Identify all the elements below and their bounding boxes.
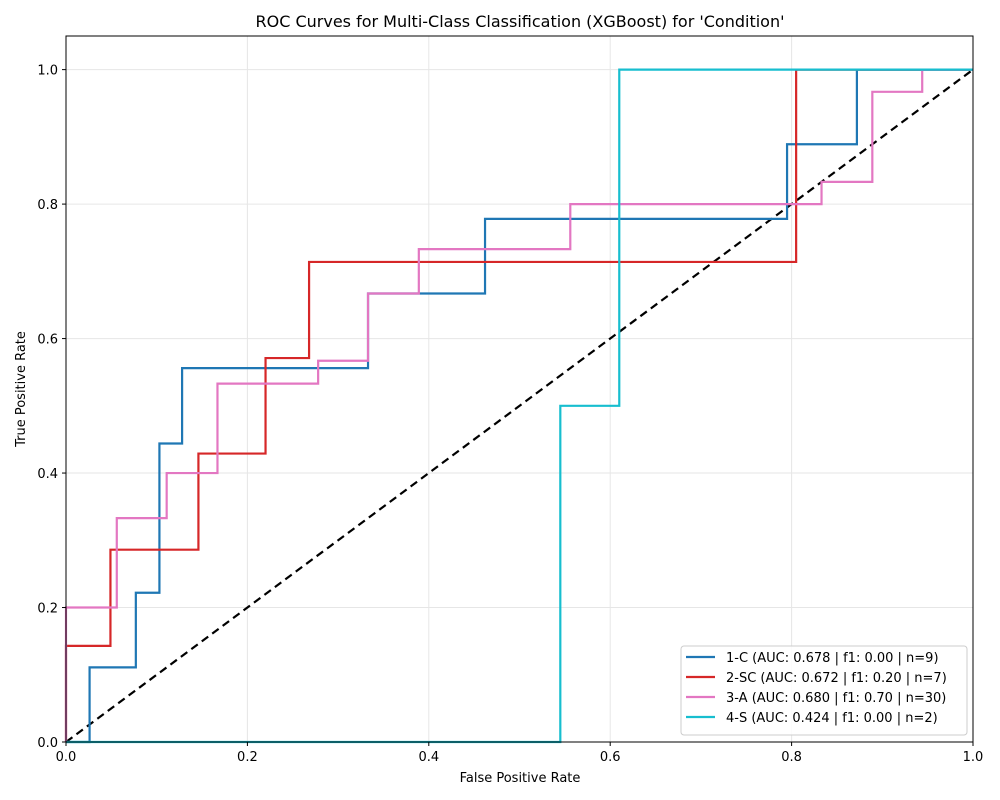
legend-entry-label: 1-C (AUC: 0.678 | f1: 0.00 | n=9) xyxy=(726,651,939,666)
x-tick-label: 0.8 xyxy=(781,750,802,765)
roc-curve-series-3 xyxy=(64,68,973,742)
legend-entry-label: 2-SC (AUC: 0.672 | f1: 0.20 | n=7) xyxy=(726,671,947,686)
x-axis-label: False Positive Rate xyxy=(460,771,581,786)
roc-curve-series-2 xyxy=(64,68,973,742)
x-tick-label: 0.0 xyxy=(56,750,77,765)
roc-curve-series-1 xyxy=(66,68,973,744)
legend: 1-C (AUC: 0.678 | f1: 0.00 | n=9) 2-SC (A… xyxy=(680,645,968,736)
x-tick-label: 0.4 xyxy=(418,750,439,765)
y-tick-label: 1.0 xyxy=(37,64,58,79)
x-tick-label: 0.6 xyxy=(600,750,621,765)
chart-title: ROC Curves for Multi-Class Classificatio… xyxy=(255,12,784,31)
y-tick-label: 0.6 xyxy=(37,333,58,348)
y-tick-label: 0.0 xyxy=(37,736,58,751)
legend-entry-label: 3-A (AUC: 0.680 | f1: 0.70 | n=30) xyxy=(726,691,946,706)
series-group xyxy=(64,68,973,744)
x-tick-label: 1.0 xyxy=(963,750,984,765)
plot-frame xyxy=(65,35,974,743)
y-tick-label: 0.2 xyxy=(37,602,58,617)
legend-entry-label: 4-S (AUC: 0.424 | f1: 0.00 | n=2) xyxy=(726,711,938,726)
legend-box xyxy=(680,645,968,736)
y-tick-label: 0.4 xyxy=(37,467,58,482)
y-axis-label: True Positive Rate xyxy=(14,331,29,448)
y-axis-ticks: 0.0 0.2 0.4 0.6 0.8 1.0 xyxy=(37,64,66,751)
y-tick-label: 0.8 xyxy=(37,198,58,213)
x-tick-label: 0.2 xyxy=(237,750,258,765)
x-axis-ticks: 0.0 0.2 0.4 0.6 0.8 1.0 xyxy=(56,742,984,765)
